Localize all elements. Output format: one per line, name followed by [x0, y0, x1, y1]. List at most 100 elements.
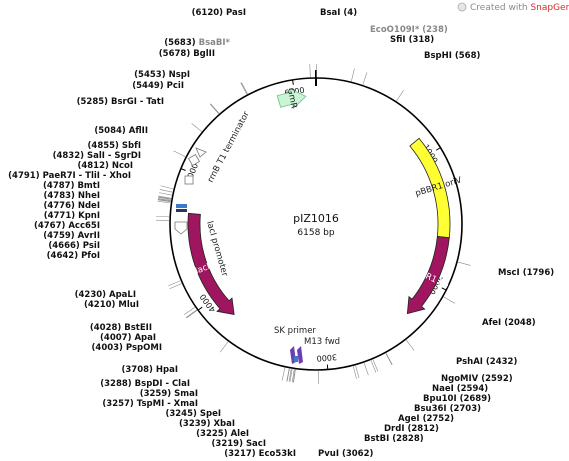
plasmid-length: 6158 bp [297, 228, 334, 238]
m13-primer-icon [297, 346, 303, 364]
m13-label: M13 fwd [304, 337, 340, 347]
site-label: (4776) NdeI [43, 201, 100, 211]
site-leader-line [351, 68, 355, 82]
site-leader-line [457, 261, 471, 266]
sk-primer-label: SK primer [274, 326, 316, 336]
site-leader-line [168, 280, 181, 287]
site-leader-line [372, 359, 379, 372]
site-label: (3217) Eco53kI [224, 449, 296, 459]
site-label: (3245) SpeI [165, 409, 221, 419]
site-label: NaeI (2594) [432, 384, 488, 394]
site-leader-lines [156, 64, 471, 384]
site-leader-line [159, 189, 173, 193]
site-label: (4783) NheI [44, 191, 101, 201]
site-label: (4767) Acc65I [34, 221, 100, 231]
svg-text:Created with SnapGene®: Created with SnapGene® [470, 3, 569, 13]
feature-arc [187, 212, 235, 315]
site-leader-line [396, 89, 404, 102]
site-label: SfiI (318) [390, 35, 434, 45]
site-label: BstBI (2828) [364, 434, 424, 444]
site-label: (5084) AflII [94, 126, 148, 136]
site-leader-line [158, 198, 171, 201]
site-label: NgoMIV (2592) [441, 374, 513, 384]
brand: Created with SnapGene® [457, 2, 569, 13]
terminator-box [187, 153, 201, 167]
site-leader-line [370, 360, 377, 373]
tick-mark [435, 147, 441, 151]
site-labels-left: (6120) PasI (5683) BsaBI* (5678) BglII (… [8, 8, 296, 459]
operator-box [176, 204, 187, 208]
site-leader-line [352, 366, 357, 379]
site-label: PvuI (3062) [318, 449, 373, 459]
site-label: (4812) NcoI [77, 161, 133, 171]
site-leader-line [355, 365, 360, 379]
site-label: (3225) AleI [196, 429, 249, 439]
site-label: (4791) PaeR7I - TliI - XhoI [8, 171, 131, 181]
site-leader-line [158, 196, 172, 200]
site-leader-line [405, 339, 415, 351]
site-leader-line [443, 296, 456, 304]
lac-operator-icon [294, 356, 298, 362]
site-label: (4642) PfoI [47, 251, 100, 261]
site-label: (6120) PasI [192, 8, 246, 18]
site-label: (4832) SalI - SgrDI [53, 151, 141, 161]
site-label: AgeI (2752) [398, 414, 454, 424]
tick-mark [441, 287, 447, 291]
site-leader-line [158, 196, 172, 200]
site-leader-line [159, 192, 172, 196]
site-label: (4230) ApaLI [75, 290, 136, 300]
terminator-arrow-icon [195, 147, 207, 158]
feature-label: GmR [285, 87, 299, 109]
site-label: (5678) BglII [159, 49, 215, 59]
site-label: (3259) SmaI [140, 389, 198, 399]
site-label: (4666) PsiI [48, 241, 100, 251]
site-label: (4003) PspOMI [92, 343, 162, 353]
site-label: MscI (1796) [498, 268, 554, 278]
site-label: (4028) BstEII [90, 323, 152, 333]
site-leader-line [157, 200, 171, 204]
site-leader-line [219, 341, 229, 353]
site-leader-line [291, 369, 295, 383]
site-label: (3257) TspMI - XmaI [102, 399, 198, 409]
operator-box [176, 209, 187, 212]
site-label: (5683) BsaBI* [164, 38, 230, 48]
plasmid-name: pIZ1016 [293, 212, 339, 225]
tick-mark [292, 79, 294, 85]
site-leader-line [363, 362, 369, 376]
site-label: BspHI (568) [424, 51, 481, 61]
site-leader-line [160, 185, 174, 190]
site-leader-line [309, 64, 311, 78]
site-label: (4855) SbfI [88, 141, 141, 151]
site-leader-line [158, 195, 172, 199]
site-leader-line [289, 368, 293, 382]
site-label: (4210) MluI [84, 300, 139, 310]
feature-gmr: GmR [276, 87, 307, 110]
site-labels-right: BsaI (4) EcoO109I* (238) SfiI (318) BspH… [318, 8, 554, 459]
site-leader-line [288, 368, 292, 382]
site-leader-line [240, 82, 248, 95]
site-label: Bpu10I (2689) [423, 394, 491, 404]
site-label: AfeI (2048) [482, 318, 536, 328]
site-label: EcoO109I* (238) [370, 25, 448, 35]
feature-pbbr1-rep: pBBR1 Rep [406, 236, 455, 315]
site-label: (3288) BspDI - ClaI [100, 379, 190, 389]
promoter-arrow-icon [174, 221, 188, 235]
tick-label: 3000 [316, 352, 337, 363]
site-leader-line [385, 353, 393, 365]
site-leader-line [286, 368, 290, 382]
site-label: DrdI (2812) [384, 424, 439, 434]
feature-arc [276, 87, 307, 109]
site-leader-line [281, 367, 286, 381]
site-label: Bsu36I (2703) [414, 404, 481, 414]
tick-mark [180, 168, 186, 171]
site-label: PshAI (2432) [456, 357, 517, 367]
site-label: (3708) HpaI [121, 365, 178, 375]
site-label: (3239) XbaI [179, 419, 235, 429]
tick-mark [197, 306, 203, 311]
site-leader-line [173, 150, 186, 158]
site-label: (4007) ApaI [100, 333, 156, 343]
site-leader-line [156, 215, 170, 218]
site-label: (4771) KpnI [44, 211, 100, 221]
site-leader-line [286, 368, 290, 382]
